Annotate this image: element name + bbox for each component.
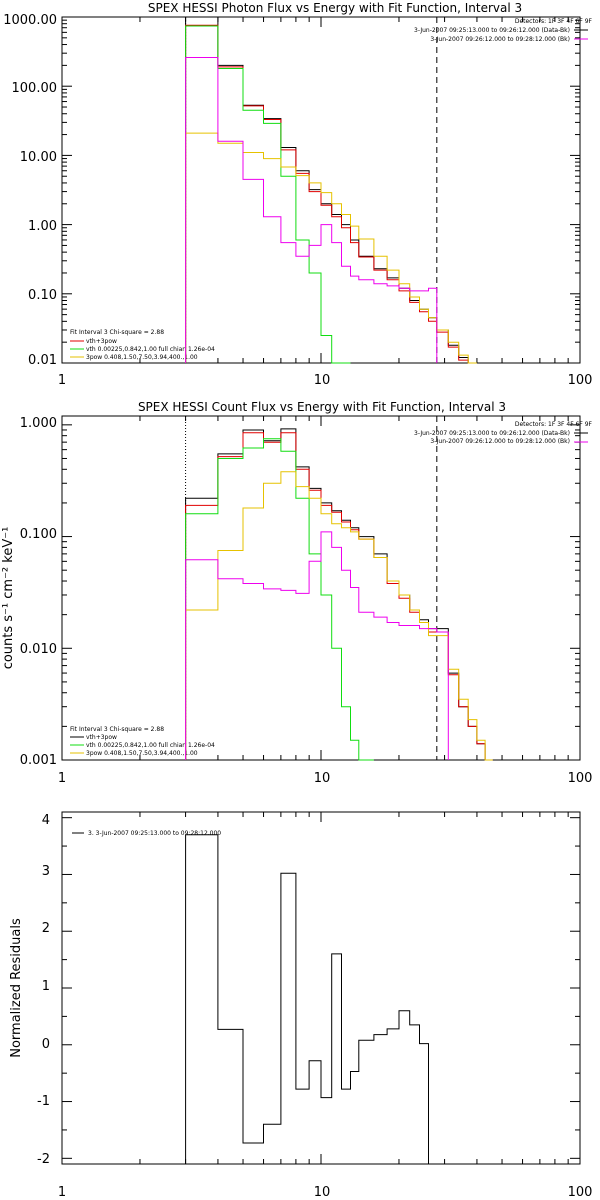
count-xtick-100: 100: [568, 771, 593, 786]
count-ytick-0.100: 0.100: [20, 527, 57, 542]
count-ytick-0.010: 0.010: [20, 642, 57, 657]
count-series-line-2: [185, 438, 374, 761]
residuals-panel: 3. 3-Jun-2007 09:25:13.000 to 09:28:12.0…: [9, 811, 593, 1200]
residuals-legend: 3. 3-Jun-2007 09:25:13.000 to 09:28:12.0…: [88, 830, 221, 837]
residuals-ytick--2: -2: [37, 1152, 50, 1167]
photon-series-vth-3pow: [185, 24, 469, 363]
count-xtick-10: 10: [314, 771, 331, 786]
count-ylabel: counts s⁻¹ cm⁻² keV⁻¹: [1, 527, 16, 670]
count-ytick-1.000: 1.000: [20, 416, 57, 431]
residuals-ytick-0: 0: [42, 1037, 50, 1052]
photon-legend-vth-3pow: vth+3pow: [86, 338, 117, 345]
photon-ytick-10.00: 10.00: [20, 150, 57, 165]
residuals-ytick-4: 4: [42, 813, 50, 828]
photon-ytick-0.01: 0.01: [28, 353, 57, 368]
count-xtick-1: 1: [58, 771, 66, 786]
photon-legend-3pow: 3pow 0.408,1.50,7.50,3.94,400.,1.00: [86, 354, 198, 361]
photon-series-vth: [185, 25, 351, 364]
photon-ytick-1000.00: 1000.00: [3, 13, 57, 28]
photon-xtick-1: 1: [58, 373, 66, 388]
photon-ytick-1.00: 1.00: [28, 219, 57, 234]
count-series-line-1: [185, 432, 493, 761]
residuals-xtick-100: 100: [568, 1185, 593, 1200]
photon-series-3pow: [185, 132, 477, 364]
count-header-data-interval: 3-Jun-2007 09:25:13.000 to 09:26:12.000 …: [414, 430, 570, 437]
photon-series-line-4: [185, 57, 438, 363]
count-legend-vth-3pow: vth+3pow: [86, 734, 117, 741]
photon-legend-fit-interval: Fit Interval 3 Chi-square = 2.88: [70, 329, 164, 336]
residuals-ytick-3: 3: [42, 864, 50, 879]
count-flux-panel: SPEX HESSI Count Flux vs Energy with Fit…: [1, 400, 593, 786]
residuals-series-line-0: [185, 834, 437, 1165]
photon-ytick-0.10: 0.10: [28, 288, 57, 303]
photon-legend-vth: vth 0.00225,0.842,1.00 full chian 1.26e-…: [86, 346, 215, 353]
residuals-xtick-10: 10: [314, 1185, 331, 1200]
residuals-ytick-2: 2: [42, 921, 50, 936]
photon-header-bk-interval: 3-Jun-2007 09:26:12.000 to 09:28:12.000 …: [430, 36, 570, 43]
count-header-bk-interval: 3-Jun-2007 09:26:12.000 to 09:28:12.000 …: [430, 438, 570, 445]
count-series-line-4: [185, 531, 449, 760]
photon-flux-title: SPEX HESSI Photon Flux vs Energy with Fi…: [148, 1, 522, 15]
count-series-line-3: [185, 471, 493, 761]
photon-header-detectors: Detectors: 1F 3F 4F 6F 9F: [515, 18, 593, 25]
residuals-ytick-1: 1: [42, 979, 50, 994]
count-legend-vth: vth 0.00225,0.842,1.00 full chian 1.26e-…: [86, 742, 215, 749]
count-flux-title: SPEX HESSI Count Flux vs Energy with Fit…: [138, 400, 506, 414]
residuals-plot-frame: [61, 811, 581, 1165]
photon-ytick-100.00: 100.00: [12, 81, 58, 96]
count-ytick-0.001: 0.001: [20, 753, 57, 768]
residuals-ylabel: Normalized Residuals: [9, 918, 24, 1058]
photon-header-data-interval: 3-Jun-2007 09:25:13.000 to 09:26:12.000 …: [414, 27, 570, 34]
count-legend-3pow: 3pow 0.408,1.50,7.50,3.94,400.,1.00: [86, 750, 198, 757]
count-header-detectors: Detectors: 1F 3F 4F 6F 9F: [515, 421, 593, 428]
residuals-ytick--1: -1: [37, 1094, 50, 1109]
photon-xtick-100: 100: [568, 373, 593, 388]
residuals-xtick-1: 1: [58, 1185, 66, 1200]
photon-flux-panel: SPEX HESSI Photon Flux vs Energy with Fi…: [3, 1, 592, 388]
count-series-line-0: [185, 428, 493, 761]
photon-xtick-10: 10: [314, 373, 331, 388]
count-legend-fit-interval: Fit Interval 3 Chi-square = 2.88: [70, 726, 164, 733]
